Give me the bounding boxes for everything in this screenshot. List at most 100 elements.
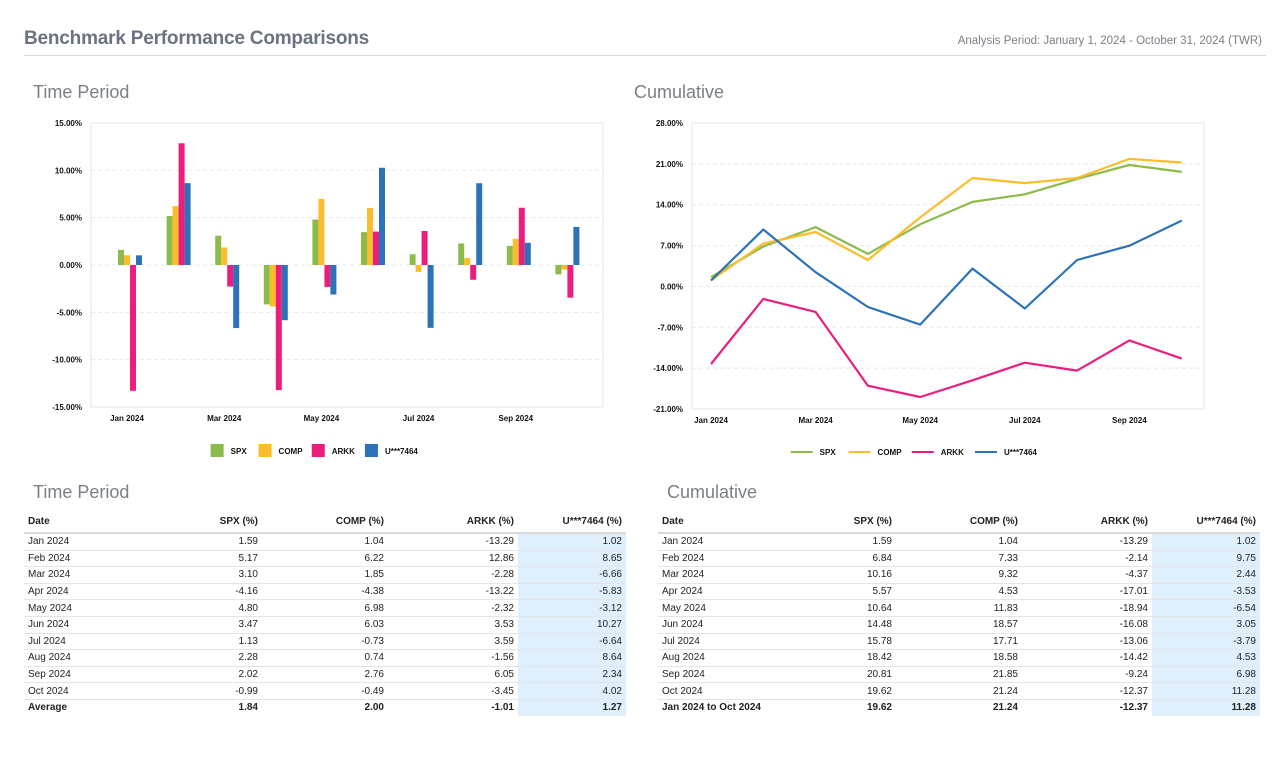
bar-comp-2 (172, 206, 179, 265)
table-cell: 6.98 (262, 599, 388, 617)
table-cell: Jan 2024 to Oct 2024 (662, 702, 761, 714)
legend-label-arkk: ARKK (941, 448, 964, 457)
y-tick-label: -21.00% (653, 405, 683, 414)
table-cell: 21.24 (992, 702, 1018, 714)
page-title: Benchmark Performance Comparisons (24, 28, 370, 49)
bar-comp-6 (367, 207, 373, 265)
bar-arkk-8 (470, 265, 477, 280)
bar-spx-8 (458, 243, 465, 265)
table-cell: 21.24 (896, 682, 1022, 700)
table-cell: Jun 2024 (24, 616, 142, 634)
table-cell: 0.74 (262, 649, 388, 667)
table-cell: Oct 2024 (658, 682, 776, 700)
table-cell: 8.65 (518, 550, 626, 568)
y-tick-label: -7.00% (658, 323, 683, 332)
table-cell: 4.53 (896, 583, 1022, 601)
column-header: Date (24, 511, 142, 534)
column-header: COMP (%) (896, 511, 1022, 534)
y-tick-label: -15.00% (52, 403, 82, 412)
table-cell: 20.81 (776, 666, 896, 684)
table-row: Jan 2024 1.59 1.04 -13.29 1.02 (24, 533, 626, 551)
table-row: May 2024 4.80 6.98 -2.32 -3.12 (24, 599, 626, 617)
y-tick-label: 7.00% (660, 242, 683, 251)
table-cell: Mar 2024 (658, 566, 776, 584)
y-tick-label: 5.00% (59, 214, 82, 223)
table-cell: 4.02 (518, 682, 626, 700)
line-chart: 28.00% 21.00% 14.00% 7.00% 0.00% -7.00% -14.00… (653, 119, 1205, 457)
column-header: ARKK (%) (1022, 511, 1152, 534)
table-cell: 3.53 (388, 616, 518, 634)
table-cell: 10.16 (776, 566, 896, 584)
table-cell: 2.44 (1152, 566, 1260, 584)
legend-swatch-u-7464 (364, 444, 378, 457)
x-tick-label: Mar 2024 (207, 414, 242, 423)
table-cell: 3.05 (1152, 616, 1260, 634)
plot-area (691, 122, 1205, 410)
column-header: Date (658, 511, 776, 534)
column-header: ARKK (%) (388, 511, 518, 534)
bar-comp-1 (124, 255, 130, 265)
table-cell: Oct 2024 (24, 682, 142, 700)
bar-arkk-4 (275, 265, 282, 391)
table-cell: -6.66 (518, 566, 626, 584)
table-cell: Jun 2024 (658, 616, 776, 634)
table-cell: 1.59 (776, 533, 896, 551)
table-cell: -9.24 (1022, 666, 1152, 684)
table-cell: -3.79 (1152, 633, 1260, 651)
y-tick-label: -5.00% (57, 308, 82, 317)
column-header: SPX (%) (142, 511, 262, 534)
table-cell: -12.37 (1119, 702, 1148, 714)
legend-label-u-7464: U***7464 (1004, 448, 1037, 457)
table-cell: 1.13 (142, 633, 262, 651)
period-table-title: Time Period (33, 482, 130, 502)
legend-swatch-spx (210, 444, 224, 457)
x-tick-label: Jan 2024 (694, 416, 728, 425)
table-row: Jul 2024 15.78 17.71 -13.06 -3.79 (658, 633, 1260, 651)
table-cell: 9.75 (1152, 550, 1260, 568)
table-row: Oct 2024 -0.99 -0.49 -3.45 4.02 (24, 682, 626, 700)
table-cell: -16.08 (1022, 616, 1152, 634)
table-cell: 3.10 (142, 566, 262, 584)
column-header: U***7464 (%) (1152, 511, 1260, 534)
table-cell: 15.78 (776, 633, 896, 651)
table-cell: 2.34 (518, 666, 626, 684)
bar-comp-4 (269, 265, 276, 307)
table-cell: May 2024 (658, 599, 776, 617)
table-cell: 2.02 (142, 666, 262, 684)
table-cell: -14.42 (1022, 649, 1152, 667)
bar-u-7464-5 (330, 265, 337, 295)
column-header: COMP (%) (262, 511, 388, 534)
series-line-u-7464 (710, 219, 1183, 326)
bar-comp-8 (464, 257, 471, 265)
bar-spx-4 (263, 265, 270, 305)
bar-comp-3 (221, 247, 228, 265)
table-cell: 10.27 (518, 616, 626, 634)
bar-arkk-9 (518, 207, 525, 265)
table-row: Feb 2024 6.84 7.33 -2.14 9.75 (658, 550, 1260, 568)
legend-label-comp: COMP (878, 448, 903, 457)
table-cell: 6.98 (1152, 666, 1260, 684)
table-cell: 10.64 (776, 599, 896, 617)
table-cell: -0.49 (262, 682, 388, 700)
period-table: Date SPX (%) COMP (%) ARKK (%) U***7464 (%) … (24, 511, 626, 716)
bar-arkk-7 (421, 231, 428, 265)
x-tick-label: Jul 2024 (1009, 416, 1041, 425)
table-cell: 9.32 (896, 566, 1022, 584)
bar-spx-3 (215, 235, 222, 265)
x-tick-label: May 2024 (902, 416, 938, 425)
table-cell: -0.73 (262, 633, 388, 651)
bar-comp-7 (415, 265, 422, 272)
table-cell: -4.16 (142, 583, 262, 601)
table-row: Apr 2024 5.57 4.53 -17.01 -3.53 (658, 583, 1260, 601)
y-tick-label: 14.00% (656, 201, 683, 210)
table-cell: 4.80 (142, 599, 262, 617)
table-cell: 3.59 (388, 633, 518, 651)
series-line-arkk (710, 297, 1183, 399)
header-divider (24, 55, 1266, 56)
bar-spx-1 (118, 249, 124, 265)
table-cell: 1.04 (262, 533, 388, 551)
table-cell: 14.48 (776, 616, 896, 634)
legend-label-spx: SPX (820, 448, 837, 457)
bar-comp-10 (561, 265, 568, 270)
table-cell: 19.62 (776, 682, 896, 700)
